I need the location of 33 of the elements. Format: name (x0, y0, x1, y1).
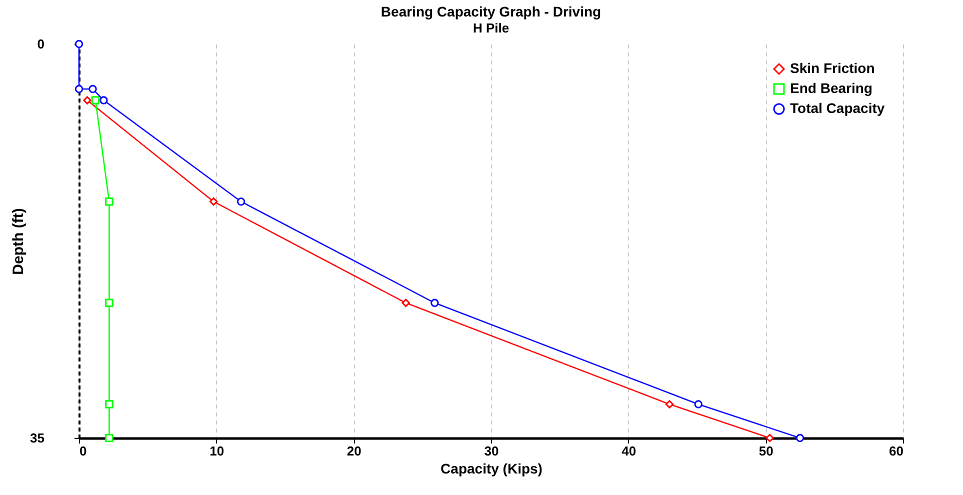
point (83, 96, 92, 104)
point (100, 96, 108, 104)
y-tick-label: 35 (30, 430, 44, 446)
point (665, 400, 674, 408)
point (430, 298, 439, 308)
point (236, 198, 246, 206)
legend-label: Skin Friction (790, 60, 875, 76)
x-tick-label: 20 (346, 444, 362, 458)
point (74, 84, 84, 94)
point (91, 96, 100, 104)
x-tick-label: 50 (758, 444, 774, 458)
point (105, 298, 114, 308)
chart-title: Bearing Capacity Graph - Driving (380, 4, 602, 20)
x-tick-label: 0 (80, 444, 87, 458)
point (105, 400, 114, 408)
point (402, 298, 410, 308)
x-tick-label: 60 (889, 444, 904, 458)
x-tick-label: 40 (622, 444, 636, 458)
point (209, 197, 218, 206)
point (105, 434, 114, 442)
x-tick-label: 10 (210, 444, 224, 458)
point (766, 434, 774, 442)
x-axis-title: Capacity (Kips) (440, 460, 542, 476)
point (796, 434, 804, 442)
legend-label: Total Capacity (790, 100, 885, 116)
y-axis-title: Depth (ft) (10, 208, 28, 275)
point (105, 197, 114, 206)
x-tick-label: 30 (484, 444, 499, 458)
legend-label: End Bearing (790, 80, 872, 96)
chart-subtitle: H Pile (472, 20, 510, 36)
point (88, 84, 97, 94)
point (694, 400, 702, 408)
point (74, 40, 84, 48)
